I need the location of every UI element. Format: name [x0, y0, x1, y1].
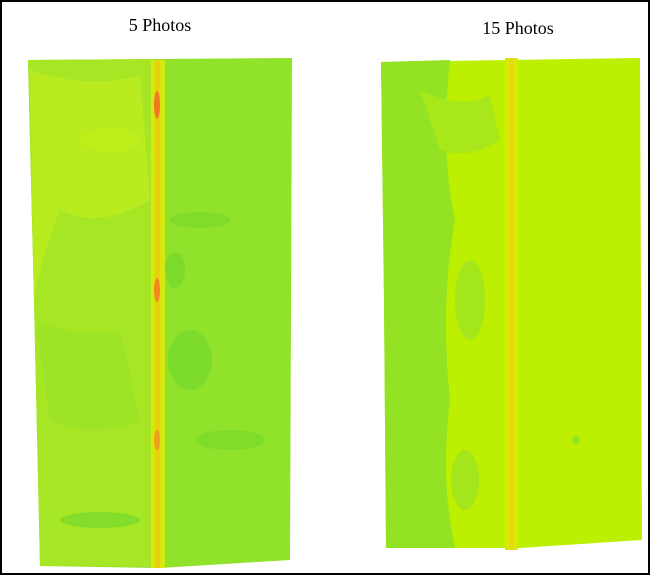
point-cloud-right — [381, 58, 642, 550]
point-cloud-left — [28, 58, 292, 568]
panel-label: 5 Photos — [129, 15, 192, 35]
figure: 5 Photos 15 Photos — [0, 0, 650, 575]
panel-label: 15 Photos — [482, 18, 554, 38]
figure-canvas: 5 Photos 15 Photos — [0, 0, 650, 575]
